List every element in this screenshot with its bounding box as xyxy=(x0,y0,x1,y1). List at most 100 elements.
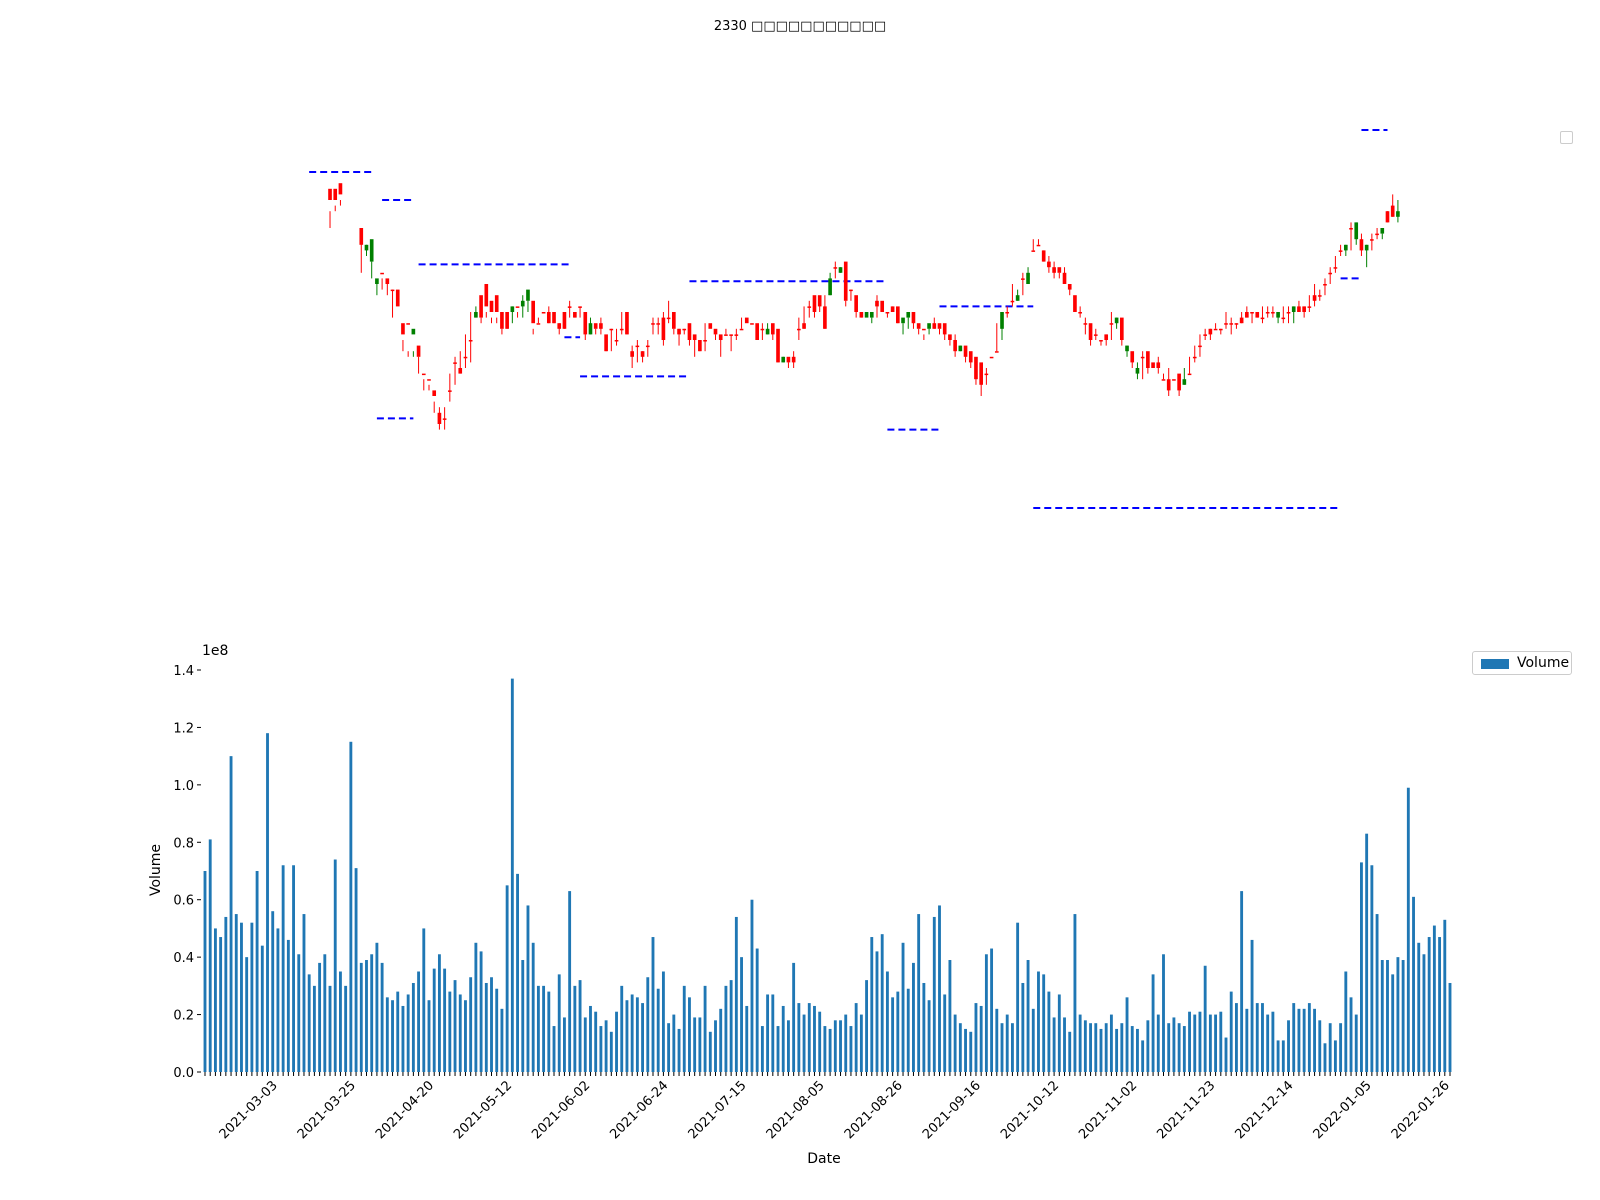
candle-body xyxy=(546,312,551,324)
volume-bar xyxy=(766,994,770,1072)
volume-bar xyxy=(1276,1040,1280,1072)
candle-body xyxy=(1026,272,1030,284)
candle-body xyxy=(791,356,796,363)
x-tick-label: 2021-03-25 xyxy=(295,1078,359,1142)
candle-body xyxy=(994,351,999,353)
candle-body xyxy=(989,356,994,359)
volume-bar xyxy=(1432,925,1436,1072)
candle-body xyxy=(1390,205,1395,217)
volume-legend-label: Volume xyxy=(1517,655,1570,671)
volume-bar xyxy=(531,942,535,1072)
candle-body xyxy=(1375,233,1379,236)
volume-bar xyxy=(344,985,348,1072)
volume-bar xyxy=(1380,960,1384,1072)
volume-bar xyxy=(927,1000,931,1072)
candle-body xyxy=(906,312,911,318)
x-tick-label: 2021-11-02 xyxy=(1076,1078,1140,1142)
volume-bar xyxy=(448,991,452,1072)
candle-body xyxy=(974,356,978,380)
volume-bar xyxy=(1115,1028,1119,1072)
volume-bar xyxy=(693,1017,697,1072)
volume-bar xyxy=(797,1003,801,1072)
volume-bar xyxy=(984,954,988,1072)
volume-bar xyxy=(1042,974,1046,1072)
candle-body xyxy=(734,334,739,336)
volume-bar xyxy=(552,1026,556,1072)
candle-body xyxy=(630,351,634,357)
volume-bar xyxy=(1406,787,1410,1072)
candle-body xyxy=(395,289,400,307)
candle-body xyxy=(593,323,598,329)
volume-bar xyxy=(1234,1003,1238,1072)
x-tick-label: 2022-01-26 xyxy=(1389,1078,1453,1142)
candle-body xyxy=(698,340,702,352)
candle-body xyxy=(364,244,369,251)
candle-body xyxy=(515,306,520,308)
candle-body xyxy=(401,323,405,335)
volume-bar xyxy=(932,916,936,1072)
candle-body xyxy=(406,323,410,325)
candle-body xyxy=(1166,379,1171,391)
volume-bar xyxy=(667,1023,671,1072)
candle-body xyxy=(1218,328,1223,331)
volume-bar xyxy=(1141,1040,1145,1072)
volume-bar xyxy=(1412,896,1415,1072)
volume-bar xyxy=(1365,833,1369,1072)
candle-body xyxy=(1328,272,1333,275)
y-tick-label: 0.4 xyxy=(173,951,194,966)
volume-bar xyxy=(349,741,353,1072)
volume-bar xyxy=(500,1008,504,1072)
candle-body xyxy=(911,312,916,324)
volume-bar xyxy=(1344,971,1348,1072)
volume-bar xyxy=(1333,1040,1337,1072)
candle-body xyxy=(375,278,379,284)
volume-bar xyxy=(260,945,264,1072)
candle-body xyxy=(432,390,437,396)
candle-body xyxy=(1255,312,1260,318)
volume-bar xyxy=(646,977,650,1072)
volume-bar xyxy=(370,954,374,1072)
candle-body xyxy=(500,312,504,329)
candle-body xyxy=(1125,345,1129,352)
volume-bar xyxy=(734,916,738,1072)
volume-bar xyxy=(698,1017,702,1072)
x-tick-label: 2021-03-03 xyxy=(217,1078,281,1142)
volume-bar xyxy=(1172,1017,1176,1072)
candle-body xyxy=(1083,323,1088,325)
candle-body xyxy=(562,312,567,329)
volume-bar xyxy=(583,1017,587,1072)
volume-bar xyxy=(568,891,572,1072)
candle-body xyxy=(1036,244,1041,247)
volume-bar xyxy=(474,942,478,1072)
volume-bar xyxy=(641,1003,645,1072)
volume-bar xyxy=(651,937,655,1072)
volume-bar xyxy=(724,985,728,1072)
candle-body xyxy=(1114,317,1119,324)
candle-body xyxy=(1135,368,1140,374)
volume-bar xyxy=(849,1026,853,1072)
volume-bar xyxy=(1391,974,1395,1072)
candle-body xyxy=(458,368,463,374)
candle-body xyxy=(776,328,780,363)
y-tick-label: 1.4 xyxy=(173,664,194,679)
volume-bar xyxy=(1068,1031,1072,1072)
candle-body xyxy=(1109,323,1114,325)
volume-bar xyxy=(974,1003,978,1072)
candle-body xyxy=(416,345,421,357)
candle-body xyxy=(557,323,562,329)
candle-body xyxy=(922,328,926,331)
volume-bar xyxy=(1104,1023,1108,1072)
candle-body xyxy=(1047,261,1051,268)
candle-body xyxy=(1015,295,1020,301)
candle-body xyxy=(927,323,931,329)
volume-bar xyxy=(844,1014,848,1072)
candle-body xyxy=(890,306,895,312)
volume-bar xyxy=(1349,997,1353,1072)
candle-body xyxy=(333,188,338,200)
volume-bar xyxy=(240,922,243,1072)
volume-bar xyxy=(604,1020,608,1072)
candle-body xyxy=(1370,239,1374,241)
candle-body xyxy=(859,312,864,318)
